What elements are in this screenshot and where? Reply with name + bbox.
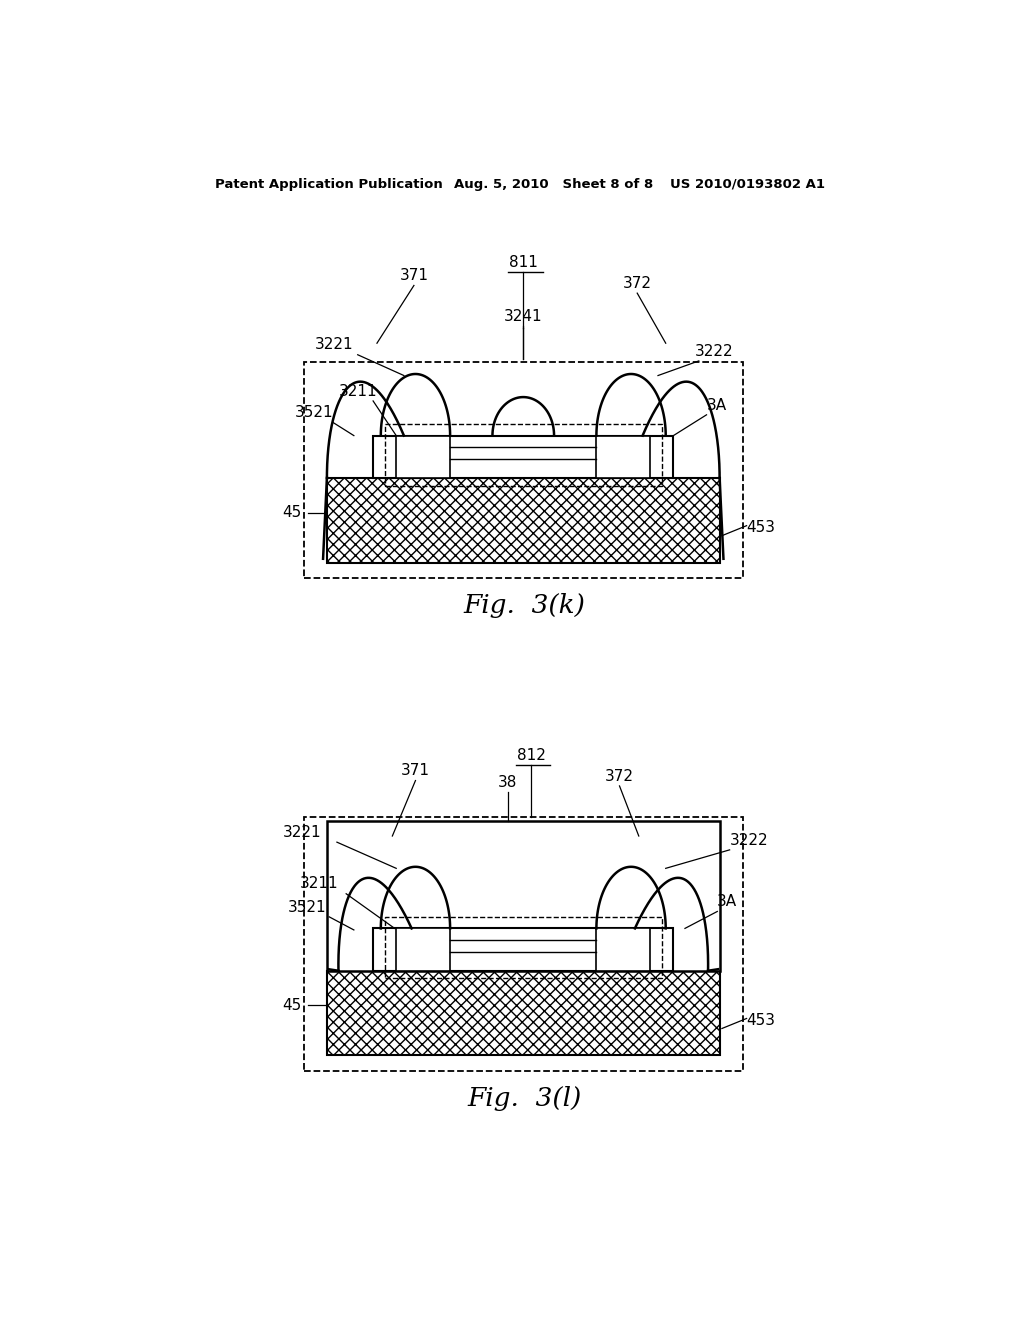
Bar (385, 917, 662, 978)
Text: Patent Application Publication: Patent Application Publication (215, 178, 443, 190)
Text: 811: 811 (509, 255, 538, 271)
Bar (327, 970, 720, 1056)
Text: 3221: 3221 (315, 338, 354, 352)
Text: 372: 372 (605, 768, 634, 784)
Bar (373, 928, 674, 970)
Bar (596, 436, 650, 478)
Text: 3222: 3222 (730, 833, 768, 847)
Bar (327, 478, 720, 562)
Bar (304, 363, 742, 578)
Text: 453: 453 (746, 1014, 775, 1028)
Text: 3521: 3521 (295, 405, 333, 420)
Bar (327, 821, 720, 970)
Bar (304, 817, 742, 1071)
Bar (396, 928, 451, 970)
Text: 3521: 3521 (289, 899, 327, 915)
Text: 3211: 3211 (300, 876, 339, 891)
Text: US 2010/0193802 A1: US 2010/0193802 A1 (670, 178, 824, 190)
Text: 3241: 3241 (504, 309, 543, 323)
Text: 453: 453 (746, 520, 775, 536)
Text: 371: 371 (399, 268, 428, 284)
Text: 3222: 3222 (695, 343, 733, 359)
Text: 38: 38 (498, 775, 517, 789)
Text: 3221: 3221 (283, 825, 322, 840)
Bar (596, 928, 650, 970)
Text: Aug. 5, 2010   Sheet 8 of 8: Aug. 5, 2010 Sheet 8 of 8 (454, 178, 653, 190)
Text: Fig.  3(k): Fig. 3(k) (464, 594, 586, 619)
Text: 3A: 3A (707, 397, 727, 412)
Text: 371: 371 (401, 763, 430, 779)
Text: 372: 372 (623, 276, 651, 290)
Text: 45: 45 (283, 998, 301, 1012)
Bar (396, 436, 451, 478)
Bar (385, 424, 662, 486)
Text: Fig.  3(l): Fig. 3(l) (468, 1086, 582, 1111)
Bar (373, 436, 674, 478)
Text: 3A: 3A (717, 894, 737, 909)
Text: 812: 812 (516, 748, 546, 763)
Text: 45: 45 (283, 506, 301, 520)
Text: 3211: 3211 (338, 384, 377, 399)
